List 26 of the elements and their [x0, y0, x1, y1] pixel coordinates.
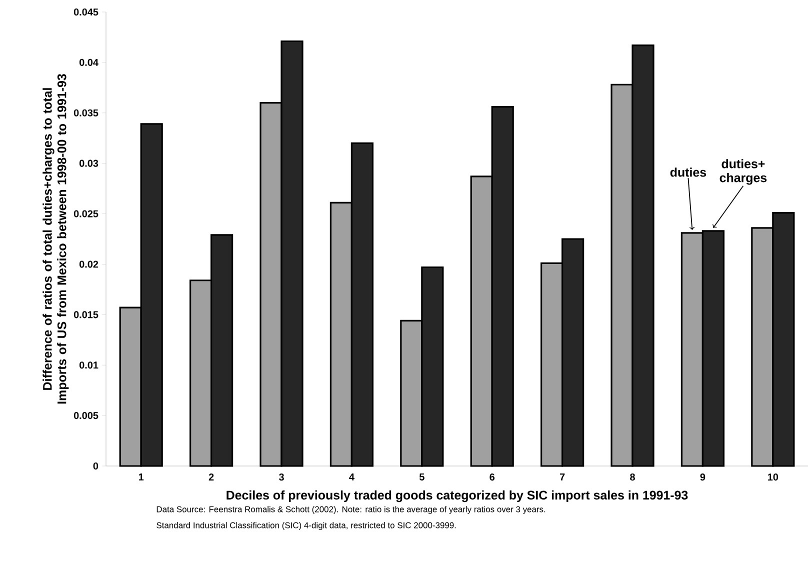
y-tick-label: 0.005 [74, 412, 98, 420]
y-tick-label: 0.01 [79, 362, 98, 369]
x-tick-label: 5 [419, 474, 424, 480]
x-tick-label: 10 [768, 474, 778, 481]
y-tick-label: 0.03 [79, 160, 98, 167]
text: Standard Industrial Classification (SIC) 4-digit data, restricted to SIC 2000-3999. [156, 522, 456, 530]
x-tick-label: 4 [349, 474, 354, 480]
y-tick-label: 0.035 [74, 109, 98, 116]
y-tick-label: 0.045 [74, 8, 98, 16]
x-tick-label: 2 [208, 474, 214, 480]
text: duties [670, 168, 706, 177]
x-tick-label: 6 [490, 474, 495, 481]
y-tick-label: 0.015 [74, 311, 98, 318]
text: duties+ charges [720, 159, 767, 185]
x-tick-label: 1 [138, 474, 144, 480]
y-tick-label: 0 [93, 462, 98, 470]
x-tick-label: 7 [560, 474, 565, 480]
x-tick-label: 9 [700, 474, 706, 481]
x-axis-title: Deciles of previously traded goods categorized by SIC import sales in 1991-93 [226, 490, 688, 502]
y-tick-label: 0.02 [79, 260, 98, 268]
y-tick-label: 0.04 [79, 58, 98, 66]
y-tick-label: 0.025 [74, 210, 98, 218]
x-tick-label: 3 [278, 474, 284, 481]
x-tick-label: 8 [630, 474, 635, 481]
y-axis-title: Difference of ratios of total duties+charges to total Imports of US from Mexico between 1998-00 to 1991-93 [42, 74, 69, 404]
source-note: Data Source: Feenstra Romalis & Schott (2002). Note: ratio is the average of yearly ratios over 3 years. [156, 506, 546, 514]
